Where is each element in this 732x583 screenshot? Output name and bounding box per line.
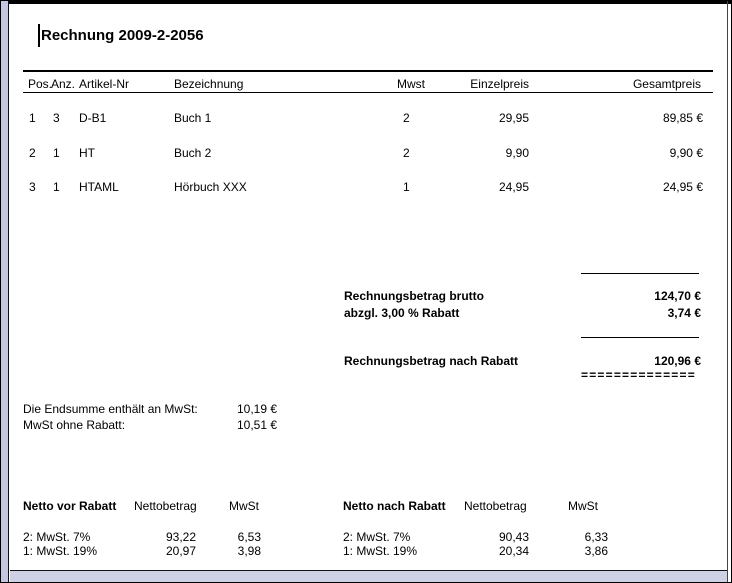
totals-double-rule: ==============	[581, 368, 696, 382]
col-header-anz: Anz.	[51, 77, 76, 91]
page-title: Rechnung 2009-2-2056	[41, 27, 204, 44]
totals-rule-top	[581, 273, 699, 274]
window-bottom-frame	[10, 570, 727, 582]
totals-rabatt-row: abzgl. 3,00 % Rabatt 3,74 €	[10, 306, 731, 321]
netto-nach-row-netto: 90,43	[498, 530, 529, 544]
cell-pos: 2	[29, 146, 36, 160]
cell-einzelpreis: 9,90	[505, 146, 529, 160]
netto-nach-col-mwst: MwSt	[568, 499, 598, 513]
cell-artikel: D-B1	[79, 111, 107, 125]
cell-gesamtpreis: 24,95 €	[662, 180, 703, 194]
brutto-value: 124,70 €	[654, 289, 701, 303]
netto-vor-row-label: 1: MwSt. 19%	[23, 544, 98, 558]
netto-nach-col-netto: Nettobetrag	[464, 499, 527, 513]
table-row: 2 1 HT Buch 2 2 9,90 9,90 €	[10, 146, 731, 161]
col-header-bezeichnung: Bezeichnung	[174, 77, 244, 91]
netto-vor-header: Netto vor Rabatt Nettobetrag MwSt	[10, 499, 731, 514]
cell-bezeichnung: Buch 1	[174, 111, 212, 125]
cell-anz: 1	[53, 180, 60, 194]
col-header-artikel: Artikel-Nr	[79, 77, 129, 91]
cell-mwst: 2	[403, 146, 410, 160]
cell-artikel: HT	[79, 146, 95, 160]
rabatt-value: 3,74 €	[667, 306, 701, 320]
cell-einzelpreis: 29,95	[498, 111, 529, 125]
vat-line1-label: Die Endsumme enthält an MwSt:	[23, 402, 198, 416]
netto-nach-row-label: 2: MwSt. 7%	[343, 530, 411, 544]
brutto-label: Rechnungsbetrag brutto	[344, 289, 484, 303]
cell-artikel: HTAML	[79, 180, 119, 194]
table-top-rule	[23, 70, 713, 72]
cell-gesamtpreis: 89,85 €	[662, 111, 703, 125]
cell-pos: 3	[29, 180, 36, 194]
vat-line2-value: 10,51 €	[237, 418, 278, 432]
vat-line1-value: 10,19 €	[237, 402, 278, 416]
col-header-einzelpreis: Einzelpreis	[470, 77, 529, 91]
totals-rule-mid	[581, 337, 699, 338]
vat-summary-line1: Die Endsumme enthält an MwSt: 10,19 €	[10, 402, 731, 417]
netto-nach-row-mwst: 3,86	[584, 544, 608, 558]
netto-nach-title: Netto nach Rabatt	[343, 499, 446, 513]
netto-vor-row-mwst: 3,98	[237, 544, 261, 558]
netto-vor-title: Netto vor Rabatt	[23, 499, 117, 513]
netto-vor-col-netto: Nettobetrag	[134, 499, 197, 513]
netto-nach-row-netto: 20,34	[498, 544, 529, 558]
vat-summary-line2: MwSt ohne Rabatt: 10,51 €	[10, 418, 731, 433]
netto-nach-header: Netto nach Rabatt Nettobetrag MwSt	[10, 499, 731, 514]
col-header-pos: Pos.	[28, 77, 53, 91]
table-row: 1: MwSt. 19% 20,97 3,98	[10, 544, 731, 559]
vat-line2-label: MwSt ohne Rabatt:	[23, 418, 126, 432]
netto-nach-row-label: 1: MwSt. 19%	[343, 544, 418, 558]
window-top-border	[1, 1, 731, 4]
table-row: 3 1 HTAML Hörbuch XXX 1 24,95 24,95 €	[10, 180, 731, 195]
table-row: 2: MwSt. 7% 93,22 6,53	[10, 530, 731, 545]
totals-brutto-row: Rechnungsbetrag brutto 124,70 €	[10, 289, 731, 304]
rabatt-label: abzgl. 3,00 % Rabatt	[344, 306, 460, 320]
table-row: 1 3 D-B1 Buch 1 2 29,95 89,85 €	[10, 111, 731, 126]
cell-einzelpreis: 24,95	[498, 180, 529, 194]
cell-bezeichnung: Hörbuch XXX	[174, 180, 247, 194]
netto-vor-row-netto: 20,97	[165, 544, 196, 558]
netto-vor-row-netto: 93,22	[165, 530, 196, 544]
col-header-mwst: Mwst	[397, 77, 425, 91]
cell-mwst: 1	[403, 180, 410, 194]
window-left-frame	[1, 1, 9, 582]
page-right-edge	[727, 1, 728, 582]
items-table-header: Pos. Anz. Artikel-Nr Bezeichnung Mwst Ei…	[10, 77, 731, 92]
nach-rabatt-value: 120,96 €	[654, 354, 701, 368]
table-header-rule	[23, 92, 713, 93]
cell-mwst: 2	[403, 111, 410, 125]
cell-anz: 3	[53, 111, 60, 125]
table-row: 2: MwSt. 7% 90,43 6,33	[10, 530, 731, 545]
col-header-gesamtpreis: Gesamtpreis	[632, 77, 701, 91]
netto-vor-col-mwst: MwSt	[229, 499, 259, 513]
cell-gesamtpreis: 9,90 €	[669, 146, 703, 160]
cell-anz: 1	[53, 146, 60, 160]
cell-bezeichnung: Buch 2	[174, 146, 212, 160]
nach-rabatt-label: Rechnungsbetrag nach Rabatt	[344, 354, 519, 368]
document-page[interactable]: Rechnung 2009-2-2056 Pos. Anz. Artikel-N…	[10, 4, 727, 570]
totals-final-row: Rechnungsbetrag nach Rabatt 120,96 €	[10, 354, 731, 369]
cell-pos: 1	[29, 111, 36, 125]
netto-vor-row-label: 2: MwSt. 7%	[23, 530, 91, 544]
netto-nach-row-mwst: 6,33	[584, 530, 608, 544]
text-caret	[38, 24, 40, 47]
table-row: 1: MwSt. 19% 20,34 3,86	[10, 544, 731, 559]
netto-vor-row-mwst: 6,53	[237, 530, 261, 544]
